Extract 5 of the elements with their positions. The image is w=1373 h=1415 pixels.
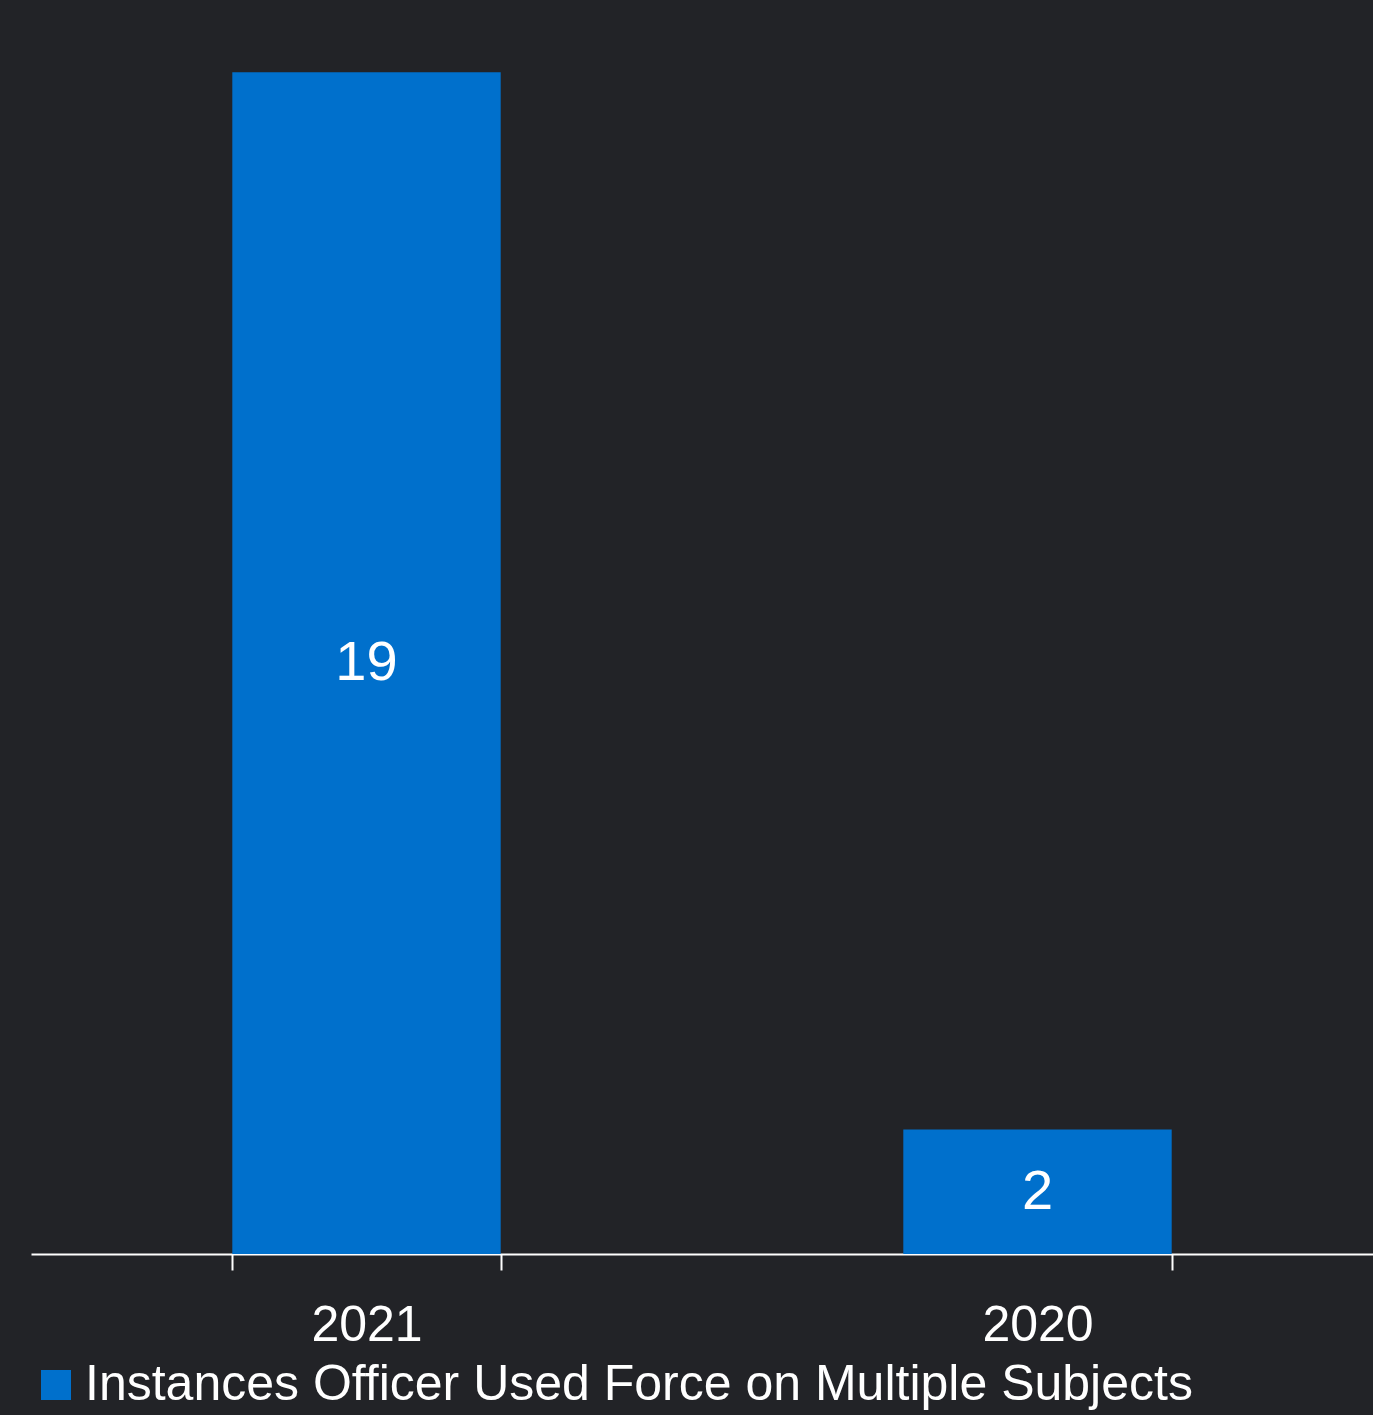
x-tick-label: 2021 [311,1295,423,1352]
data-label: 19 [335,629,398,693]
legend-label: Instances Officer Used Force on Multiple Subjects [85,1355,1193,1411]
data-label: 2 [1021,1157,1054,1221]
x-tick-label: 2020 [982,1295,1094,1352]
